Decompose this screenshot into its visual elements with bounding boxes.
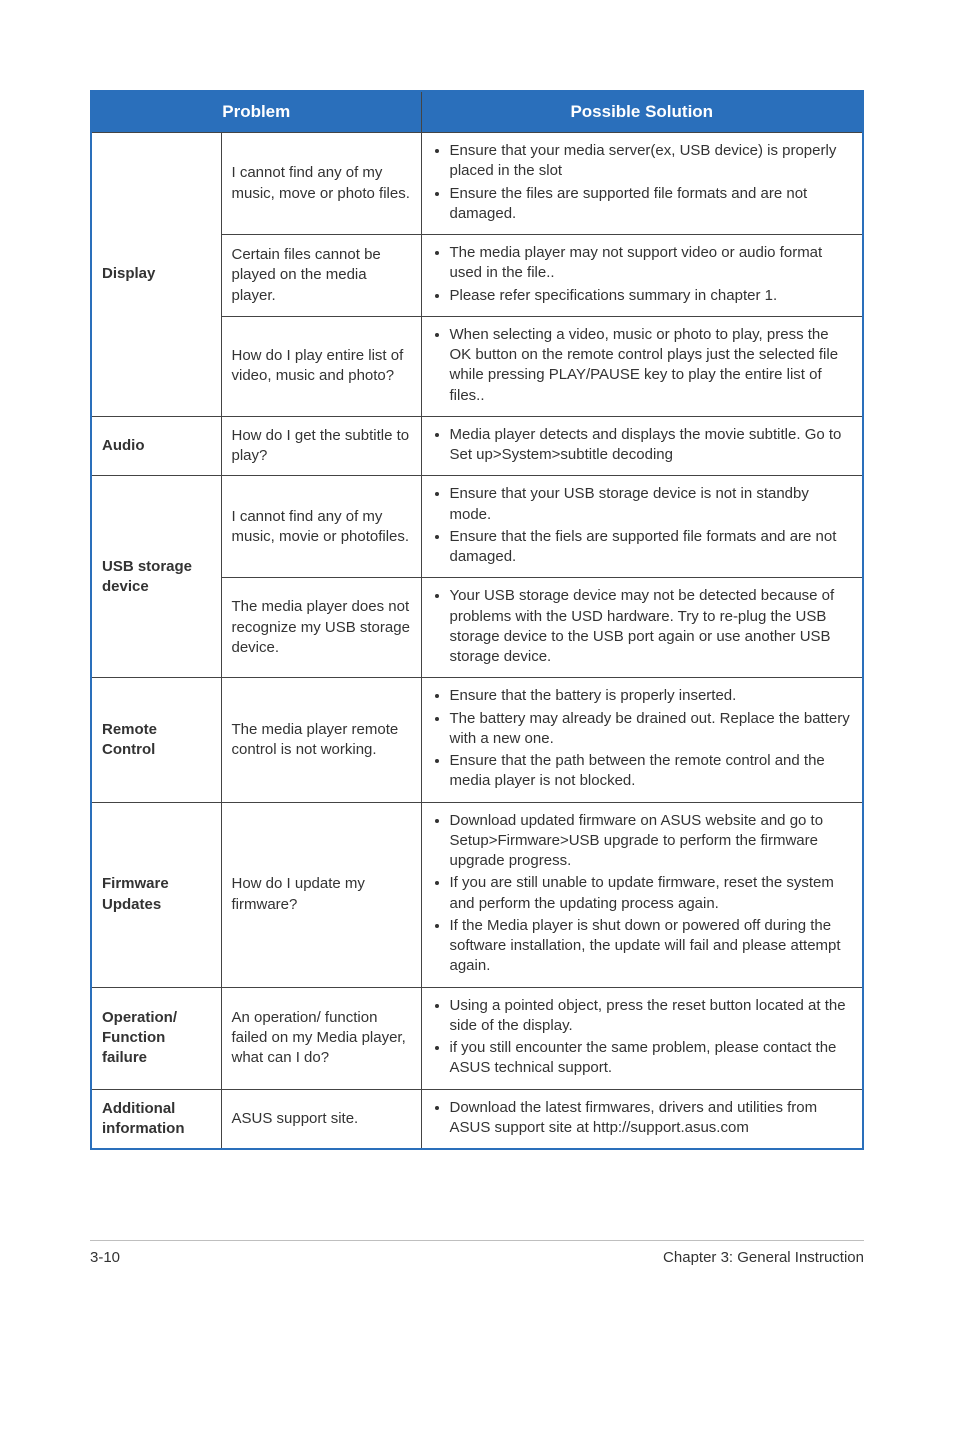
solution-list: Using a pointed object, press the reset … [432, 996, 853, 1079]
page-footer: 3-10 Chapter 3: General Instruction [0, 1200, 954, 1296]
category-cell: Firmware Updates [91, 802, 221, 987]
solution-list: Your USB storage device may not be detec… [432, 586, 853, 667]
troubleshooting-table: Problem Possible Solution DisplayI canno… [90, 90, 864, 1150]
solution-item: if you still encounter the same problem,… [450, 1038, 853, 1079]
header-solution: Possible Solution [421, 91, 863, 133]
solution-item: Ensure the files are supported file form… [450, 184, 853, 225]
category-cell: Display [91, 133, 221, 417]
category-cell: Audio [91, 416, 221, 476]
solution-list: Ensure that your media server(ex, USB de… [432, 141, 853, 224]
solution-item: Download updated firmware on ASUS websit… [450, 811, 853, 872]
problem-cell: I cannot find any of my music, movie or … [221, 476, 421, 578]
solution-item: Ensure that the battery is properly inse… [450, 686, 853, 706]
problem-cell: How do I update my firmware? [221, 802, 421, 987]
solution-cell: Ensure that your USB storage device is n… [421, 476, 863, 578]
solution-item: If the Media player is shut down or powe… [450, 916, 853, 977]
page-number: 3-10 [90, 1249, 120, 1266]
problem-cell: The media player does not recognize my U… [221, 578, 421, 678]
problem-cell: ASUS support site. [221, 1089, 421, 1149]
solution-list: The media player may not support video o… [432, 243, 853, 306]
category-cell: Operation/ Function failure [91, 987, 221, 1089]
table-row: Remote ControlThe media player remote co… [91, 678, 863, 802]
solution-item: Ensure that the fiels are supported file… [450, 527, 853, 568]
table-row: Firmware UpdatesHow do I update my firmw… [91, 802, 863, 987]
solution-cell: Media player detects and displays the mo… [421, 416, 863, 476]
header-problem: Problem [91, 91, 421, 133]
problem-cell: Certain files cannot be played on the me… [221, 235, 421, 317]
solution-item: The media player may not support video o… [450, 243, 853, 284]
footer-divider [90, 1240, 864, 1241]
category-cell: USB storage device [91, 476, 221, 678]
solution-cell: Using a pointed object, press the reset … [421, 987, 863, 1089]
table-row: DisplayI cannot find any of my music, mo… [91, 133, 863, 235]
table-row: USB storage deviceI cannot find any of m… [91, 476, 863, 578]
solution-cell: Your USB storage device may not be detec… [421, 578, 863, 678]
problem-cell: How do I get the subtitle to play? [221, 416, 421, 476]
problem-cell: How do I play entire list of video, musi… [221, 316, 421, 416]
table-row: AudioHow do I get the subtitle to play? M… [91, 416, 863, 476]
category-cell: Remote Control [91, 678, 221, 802]
solution-list: Download the latest firmwares, drivers a… [432, 1098, 853, 1139]
chapter-title: Chapter 3: General Instruction [663, 1249, 864, 1266]
solution-item: Using a pointed object, press the reset … [450, 996, 853, 1037]
solution-item: Ensure that your media server(ex, USB de… [450, 141, 853, 182]
solution-cell: Ensure that your media server(ex, USB de… [421, 133, 863, 235]
solution-cell: Ensure that the battery is properly inse… [421, 678, 863, 802]
solution-list: Ensure that the battery is properly inse… [432, 686, 853, 791]
solution-list: Download updated firmware on ASUS websit… [432, 811, 853, 977]
table-row: Operation/ Function failureAn operation/… [91, 987, 863, 1089]
solution-cell: Download the latest firmwares, drivers a… [421, 1089, 863, 1149]
solution-cell: Download updated firmware on ASUS websit… [421, 802, 863, 987]
problem-cell: An operation/ function failed on my Medi… [221, 987, 421, 1089]
solution-cell: When selecting a video, music or photo t… [421, 316, 863, 416]
table-row: Additional informationASUS support site.… [91, 1089, 863, 1149]
solution-item: Download the latest firmwares, drivers a… [450, 1098, 853, 1139]
category-cell: Additional information [91, 1089, 221, 1149]
solution-item: Ensure that your USB storage device is n… [450, 484, 853, 525]
solution-list: Ensure that your USB storage device is n… [432, 484, 853, 567]
solution-item: The battery may already be drained out. … [450, 709, 853, 750]
solution-item: When selecting a video, music or photo t… [450, 325, 853, 406]
solution-item: Your USB storage device may not be detec… [450, 586, 853, 667]
problem-cell: The media player remote control is not w… [221, 678, 421, 802]
solution-item: Please refer specifications summary in c… [450, 286, 853, 306]
solution-item: Ensure that the path between the remote … [450, 751, 853, 792]
solution-list: When selecting a video, music or photo t… [432, 325, 853, 406]
solution-list: Media player detects and displays the mo… [432, 425, 853, 466]
solution-cell: The media player may not support video o… [421, 235, 863, 317]
problem-cell: I cannot find any of my music, move or p… [221, 133, 421, 235]
solution-item: If you are still unable to update firmwa… [450, 873, 853, 914]
solution-item: Media player detects and displays the mo… [450, 425, 853, 466]
